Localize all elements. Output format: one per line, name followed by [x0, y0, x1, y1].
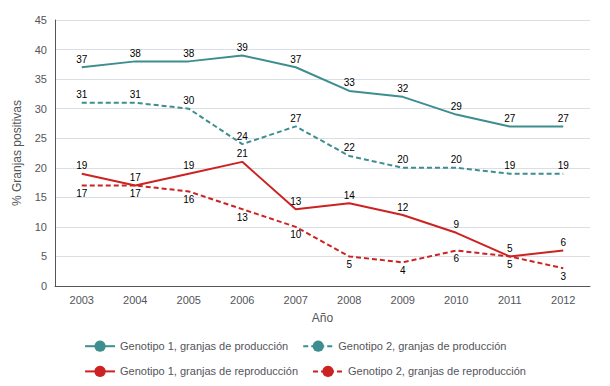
svg-text:12: 12: [397, 202, 409, 213]
svg-text:38: 38: [130, 48, 142, 59]
svg-text:20: 20: [451, 154, 463, 165]
svg-text:5: 5: [41, 250, 47, 262]
svg-text:16: 16: [183, 194, 195, 205]
svg-text:27: 27: [558, 113, 570, 124]
svg-text:6: 6: [560, 237, 566, 248]
svg-text:17: 17: [130, 172, 142, 183]
svg-text:20: 20: [397, 154, 409, 165]
svg-text:31: 31: [130, 89, 142, 100]
svg-text:13: 13: [290, 196, 302, 207]
svg-text:0: 0: [41, 280, 47, 292]
svg-text:2006: 2006: [230, 294, 254, 306]
svg-text:% Granjas positivas: % Granjas positivas: [10, 100, 24, 206]
svg-text:2012: 2012: [551, 294, 575, 306]
svg-text:Genotipo 1, granjas de reprodu: Genotipo 1, granjas de reproducción: [120, 365, 298, 377]
svg-text:37: 37: [290, 54, 302, 65]
svg-text:6: 6: [453, 253, 459, 264]
svg-text:5: 5: [507, 243, 513, 254]
svg-text:5: 5: [507, 259, 513, 270]
svg-text:45: 45: [35, 14, 47, 26]
svg-text:Genotipo 2, granjas de producc: Genotipo 2, granjas de producción: [338, 340, 506, 352]
svg-text:17: 17: [130, 188, 142, 199]
svg-text:2010: 2010: [444, 294, 468, 306]
svg-text:14: 14: [344, 190, 356, 201]
svg-text:2005: 2005: [177, 294, 201, 306]
svg-text:19: 19: [183, 160, 195, 171]
svg-text:19: 19: [76, 160, 88, 171]
svg-text:19: 19: [558, 160, 570, 171]
svg-text:Genotipo 2, granjas de reprodu: Genotipo 2, granjas de reproducción: [348, 365, 526, 377]
svg-text:27: 27: [504, 113, 516, 124]
svg-text:5: 5: [346, 259, 352, 270]
svg-text:29: 29: [451, 101, 463, 112]
svg-text:31: 31: [76, 89, 88, 100]
svg-text:22: 22: [344, 142, 356, 153]
svg-text:21: 21: [237, 148, 249, 159]
svg-text:2003: 2003: [70, 294, 94, 306]
svg-text:19: 19: [504, 160, 516, 171]
svg-text:24: 24: [237, 131, 249, 142]
svg-text:3: 3: [560, 271, 566, 282]
svg-text:33: 33: [344, 77, 356, 88]
svg-text:39: 39: [237, 42, 249, 53]
svg-text:2007: 2007: [284, 294, 308, 306]
svg-text:37: 37: [76, 54, 88, 65]
svg-text:2004: 2004: [123, 294, 147, 306]
svg-text:4: 4: [400, 265, 406, 276]
svg-text:2011: 2011: [498, 294, 522, 306]
svg-text:30: 30: [35, 103, 47, 115]
svg-text:2009: 2009: [391, 294, 415, 306]
svg-text:2008: 2008: [337, 294, 361, 306]
svg-text:17: 17: [76, 188, 88, 199]
svg-text:13: 13: [237, 212, 249, 223]
svg-text:10: 10: [290, 229, 302, 240]
svg-text:27: 27: [290, 113, 302, 124]
svg-text:9: 9: [453, 219, 459, 230]
svg-text:35: 35: [35, 73, 47, 85]
svg-text:20: 20: [35, 162, 47, 174]
svg-text:32: 32: [397, 83, 409, 94]
svg-text:25: 25: [35, 132, 47, 144]
svg-text:Año: Año: [312, 311, 334, 325]
svg-text:40: 40: [35, 44, 47, 56]
svg-text:38: 38: [183, 48, 195, 59]
svg-text:Genotipo 1, granjas de producc: Genotipo 1, granjas de producción: [120, 340, 288, 352]
svg-text:30: 30: [183, 95, 195, 106]
svg-text:15: 15: [35, 191, 47, 203]
svg-text:10: 10: [35, 221, 47, 233]
